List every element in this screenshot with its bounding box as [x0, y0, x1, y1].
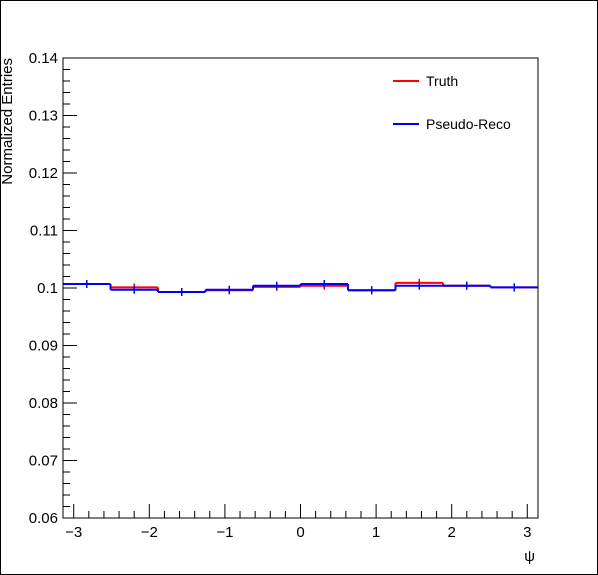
legend-item: Pseudo-Reco [393, 116, 511, 132]
y-axis-title: Normalized Entries [1, 58, 16, 185]
x-tick-label: −2 [141, 524, 158, 541]
y-tick-label: 0.07 [29, 453, 58, 470]
y-tick-label: 0.12 [29, 165, 58, 182]
legend-item: Truth [393, 73, 458, 89]
y-tick-label: 0.1 [37, 280, 58, 297]
legend-label: Truth [426, 73, 458, 89]
x-tick-label: −3 [65, 524, 82, 541]
legend-label: Pseudo-Reco [426, 116, 511, 132]
x-tick-label: 1 [372, 524, 380, 541]
y-tick-label: 0.08 [29, 395, 58, 412]
x-tick-label: 3 [523, 524, 531, 541]
y-tick-label: 0.14 [29, 50, 58, 67]
series-layer [63, 278, 538, 297]
x-tick-label: 0 [296, 524, 304, 541]
legend: Truth Pseudo-Reco [393, 73, 511, 132]
y-tick-label: 0.11 [30, 223, 58, 240]
axis-layer: 0.06 0.07 0.08 0.09 0.1 0.11 0.12 0.13 0.14 −3 −2 −… [29, 50, 539, 541]
x-tick-label: 2 [448, 524, 456, 541]
x-tick-label: −1 [216, 524, 233, 541]
y-tick-label: 0.09 [29, 338, 58, 355]
y-tick-label: 0.06 [29, 510, 58, 527]
x-axis-title: ψ [524, 548, 535, 565]
y-tick-label: 0.13 [29, 108, 58, 125]
series-pseudo-reco [63, 279, 538, 297]
